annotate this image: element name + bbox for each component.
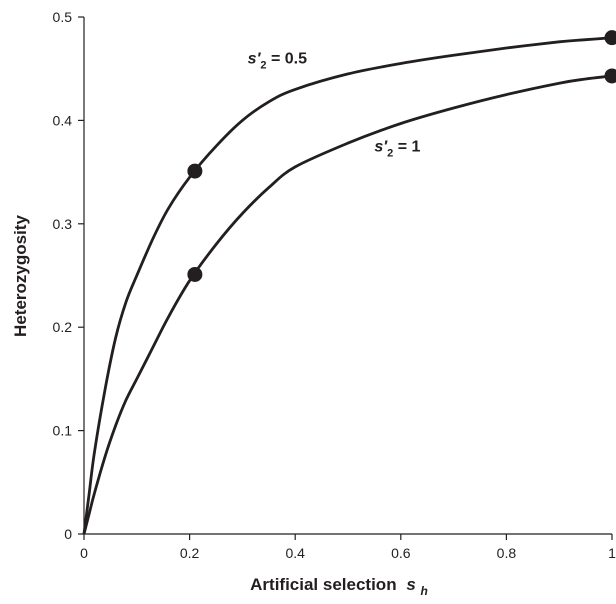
x-tick-label: 1 — [608, 545, 616, 561]
x-tick-label: 0 — [80, 545, 88, 561]
y-axis-title: Heterozygosity — [11, 215, 30, 337]
series-label-subscript: 2 — [260, 60, 266, 72]
y-tick-label: 0.3 — [53, 216, 73, 232]
ticks: 0 0.2 0.4 0.6 0.8 1 0 0.1 0.2 0.3 0.4 0.5 — [53, 9, 616, 561]
series-line — [82, 36, 613, 535]
data-point — [187, 163, 203, 179]
series-label-value: = 0.5 — [267, 51, 308, 68]
series-label-symbol: s′ — [248, 51, 262, 68]
x-axis-title-subscript: h — [421, 584, 428, 598]
y-tick-label: 0.4 — [53, 112, 73, 128]
series-label-value: = 1 — [393, 138, 420, 155]
x-axis-title: Artificial selection s h — [250, 575, 428, 598]
y-tick-label: 0 — [64, 526, 72, 542]
x-axis-title-text: Artificial selection — [250, 575, 396, 594]
series-label-symbol: s′ — [374, 138, 388, 155]
x-tick-label: 0.4 — [285, 545, 305, 561]
y-tick-label: 0.1 — [53, 423, 73, 439]
series-label-subscript: 2 — [387, 147, 393, 159]
series-line — [82, 74, 613, 535]
series-2: s′2 = 1 — [82, 68, 616, 535]
y-tick-label: 0.2 — [53, 319, 73, 335]
series-layer: s′2 = 0.5s′2 = 1 — [82, 30, 616, 535]
y-tick-label: 0.5 — [53, 9, 73, 25]
series-1: s′2 = 0.5 — [82, 30, 616, 535]
x-axis-title-symbol: s — [406, 575, 415, 594]
data-point — [604, 30, 616, 46]
x-tick-label: 0.6 — [391, 545, 411, 561]
series-label: s′2 = 0.5 — [248, 51, 307, 72]
data-point — [604, 68, 616, 84]
x-tick-label: 0.8 — [497, 545, 517, 561]
data-point — [187, 266, 203, 282]
series-label: s′2 = 1 — [374, 138, 420, 159]
axes — [83, 17, 612, 535]
x-tick-label: 0.2 — [180, 545, 200, 561]
